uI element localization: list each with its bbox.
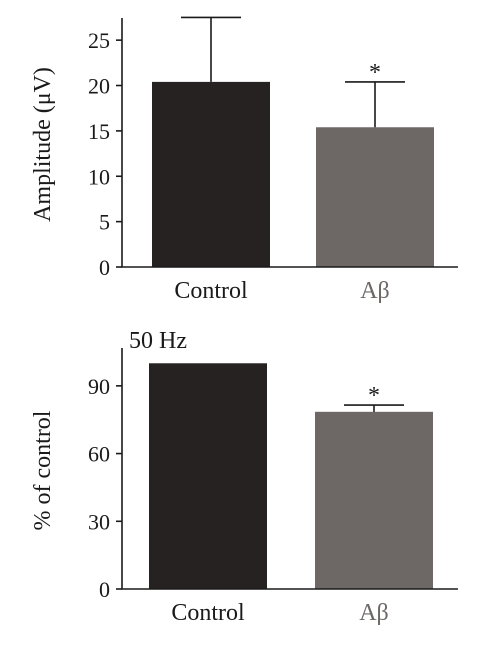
x-category-label: Control [171,600,245,626]
error-bar [181,16,241,82]
significance-star: * [368,383,380,409]
y-tick-label: 30 [88,509,110,534]
y-tick-label: 0 [99,577,110,602]
error-bar [344,404,404,412]
bar-abeta [316,127,434,267]
y-tick-label: 10 [88,164,110,189]
significance-star: * [369,60,381,86]
amplitude-chart: * 0 5 10 15 20 25 Control Aβ Amplitude (μV) [30,16,458,304]
y-tick-label: 0 [99,255,110,280]
error-bar [345,81,405,128]
y-tick-label: 20 [88,74,110,99]
y-axis-label: % of control [30,410,56,530]
x-category-label: Aβ [360,278,390,304]
y-tick-label: 25 [88,28,110,53]
x-category-label: Control [174,278,248,304]
bar-control [152,81,270,267]
bar-control [149,363,267,589]
bar-abeta [315,411,433,589]
x-category-label: Aβ [359,600,389,626]
percent-control-chart: * 0 30 60 90 Control Aβ % of control 50 Hz [30,328,458,626]
y-tick-label: 15 [88,119,110,144]
y-axis-label: Amplitude (μV) [30,67,56,222]
y-tick-label: 90 [88,374,110,399]
y-tick-label: 5 [99,210,110,235]
y-tick-label: 60 [88,442,110,467]
frequency-annotation: 50 Hz [129,328,187,354]
